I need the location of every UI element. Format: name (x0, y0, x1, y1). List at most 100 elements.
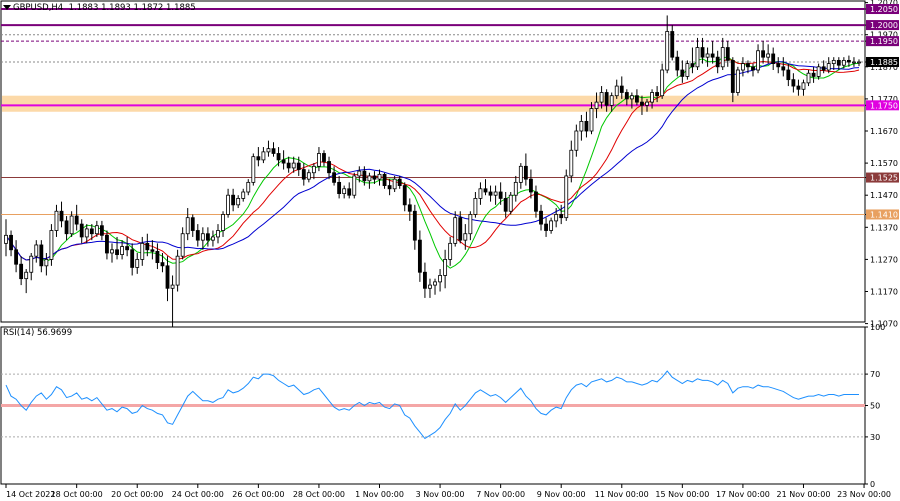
candle-body (160, 262, 165, 267)
time-tick-label: 26 Oct 00:00 (232, 490, 284, 499)
candle-body (746, 63, 750, 68)
candle-body (29, 255, 34, 273)
candle-body (579, 120, 584, 132)
candle-body (261, 151, 266, 161)
level-label-box (866, 20, 899, 31)
candle-body (39, 244, 44, 267)
candle-body (266, 148, 271, 153)
candle-body (387, 185, 392, 190)
candle-body (811, 72, 816, 77)
candle-body (327, 161, 331, 174)
price-tick-label: 1.1470 (870, 191, 898, 200)
candle-body (771, 53, 776, 64)
candle-body (251, 156, 256, 183)
rsi-panel-title: RSI(14) 56.9699 (3, 328, 73, 338)
candle-body (549, 220, 554, 231)
price-tick-label: 1.1770 (870, 95, 898, 104)
candle-body (700, 47, 705, 58)
candle-body (221, 214, 225, 231)
price-tick-label: 1.1870 (870, 63, 898, 72)
candle-body (428, 284, 432, 289)
candle-body (185, 217, 190, 235)
candle-body (463, 233, 468, 241)
candle-body (852, 61, 856, 64)
candle-body (624, 92, 629, 100)
candle-body (362, 170, 367, 182)
candle-body (448, 242, 453, 260)
rsi-tick-label: 30 (870, 433, 880, 442)
candle-body (49, 230, 54, 260)
support-zone (2, 95, 864, 112)
candle-body (296, 162, 301, 170)
candle-body (216, 230, 220, 238)
candle-body (24, 271, 29, 280)
candle-body (276, 153, 281, 161)
candle-body (311, 165, 316, 174)
candle-body (483, 188, 488, 193)
candle-body (574, 130, 579, 151)
current-price-box (866, 56, 899, 67)
candle-body (604, 92, 609, 106)
chart-menu-triangle-icon[interactable] (3, 5, 11, 10)
rsi-tick-label: 70 (870, 370, 880, 379)
level-label-box (866, 100, 899, 111)
main-panel-frame (0, 0, 866, 323)
time-tick-label: 11 Nov 00:00 (595, 490, 649, 499)
candle-body (195, 230, 200, 241)
candle-body (660, 69, 665, 97)
candle-body (110, 249, 114, 254)
candle-body (806, 72, 811, 84)
time-tick-label: 28 Oct 00:00 (293, 490, 345, 499)
candle-body (423, 271, 427, 289)
time-tick-label: 15 Nov 00:00 (655, 490, 709, 499)
candle-body (640, 101, 644, 106)
candle-body (397, 178, 402, 186)
candle-body (402, 185, 407, 206)
time-tick-label: 7 Nov 00:00 (476, 490, 525, 499)
candle-body (332, 172, 336, 183)
candle-body (150, 249, 155, 252)
candle-body (115, 249, 119, 255)
candle-body (155, 250, 160, 264)
candle-body (614, 85, 619, 97)
candle-body (357, 170, 362, 177)
candle-body (453, 217, 458, 244)
candle-body (170, 284, 175, 289)
candle-body (720, 47, 725, 68)
candle-body (458, 217, 463, 241)
level-label-text: 1.1410 (870, 210, 898, 219)
candle-body (730, 59, 735, 93)
candle-body (751, 66, 755, 71)
level-label-box (866, 172, 899, 183)
candle-body (715, 56, 720, 68)
candle-body (89, 228, 94, 235)
candle-body (796, 85, 801, 90)
time-tick-label: 1 Nov 00:00 (355, 490, 404, 499)
candle-body (735, 69, 740, 93)
candle-body (417, 239, 422, 273)
candle-body (493, 191, 498, 196)
candle-body (337, 181, 342, 195)
current-price-label: 1.1885 (870, 58, 898, 67)
candle-body (226, 194, 230, 215)
candle-body (125, 246, 130, 251)
price-tick-label: 1.1670 (870, 127, 898, 136)
candle-body (665, 31, 670, 71)
candle-body (569, 149, 574, 177)
candle-body (710, 53, 715, 58)
candle-body (740, 63, 745, 71)
candle-body (488, 191, 493, 196)
level-label-text: 1.2050 (870, 5, 898, 14)
candle-body (831, 59, 836, 64)
candle-body (503, 198, 508, 212)
candle-body (564, 175, 569, 219)
candle-body (841, 59, 846, 66)
candle-body (846, 59, 851, 63)
candle-body (281, 159, 286, 164)
candle-body (821, 66, 826, 71)
candle-body (145, 242, 150, 251)
candle-body (241, 191, 246, 199)
candle-body (347, 188, 352, 196)
candle-body (322, 153, 326, 162)
